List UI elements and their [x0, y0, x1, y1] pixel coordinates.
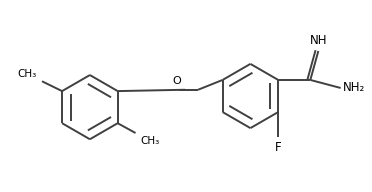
Text: F: F: [275, 141, 282, 154]
Text: NH₂: NH₂: [343, 81, 365, 94]
Text: CH₃: CH₃: [17, 69, 37, 79]
Text: CH₃: CH₃: [140, 136, 159, 146]
Text: NH: NH: [310, 34, 327, 47]
Text: O: O: [172, 76, 181, 86]
